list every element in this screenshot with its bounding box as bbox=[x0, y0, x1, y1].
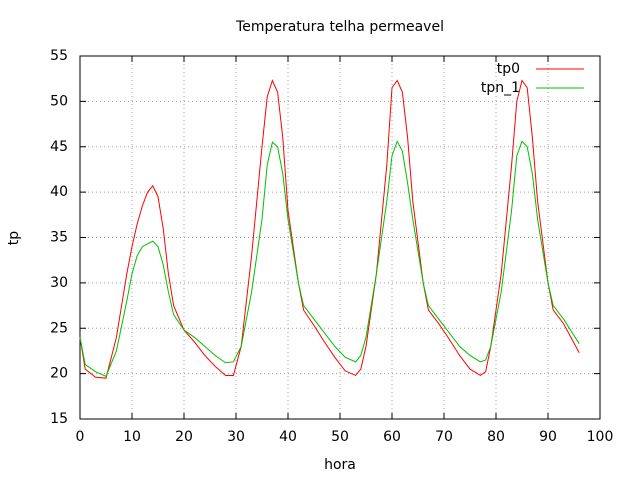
x-tick-label: 100 bbox=[587, 429, 614, 445]
y-tick-label: 20 bbox=[50, 366, 68, 382]
y-axis-label: tp bbox=[6, 231, 22, 245]
y-tick-label: 45 bbox=[50, 139, 68, 155]
x-tick-label: 80 bbox=[487, 429, 505, 445]
x-tick-label: 90 bbox=[539, 429, 557, 445]
data-line bbox=[79, 140, 580, 378]
x-tick-label: 60 bbox=[383, 429, 401, 445]
x-tick-label: 30 bbox=[227, 429, 245, 445]
x-axis-label: hora bbox=[324, 457, 356, 473]
y-tick-label: 50 bbox=[50, 93, 68, 109]
y-tick-label: 35 bbox=[50, 230, 68, 246]
y-tick-label: 15 bbox=[50, 411, 68, 427]
x-tick-label: 0 bbox=[76, 429, 85, 445]
x-tick-label: 10 bbox=[123, 429, 141, 445]
x-tick-label: 40 bbox=[279, 429, 297, 445]
y-tick-label: 55 bbox=[50, 48, 68, 64]
y-tick-label: 30 bbox=[50, 275, 68, 291]
legend-label: tpn_1 bbox=[481, 80, 520, 96]
y-tick-label: 25 bbox=[50, 320, 68, 336]
x-tick-label: 70 bbox=[435, 429, 453, 445]
y-tick-label: 40 bbox=[50, 184, 68, 200]
data-line bbox=[79, 79, 580, 379]
plot-border bbox=[79, 55, 601, 420]
x-tick-label: 20 bbox=[175, 429, 193, 445]
legend-label: tp0 bbox=[497, 61, 520, 77]
chart-title: Temperatura telha permeavel bbox=[235, 19, 444, 35]
x-tick-label: 50 bbox=[331, 429, 349, 445]
